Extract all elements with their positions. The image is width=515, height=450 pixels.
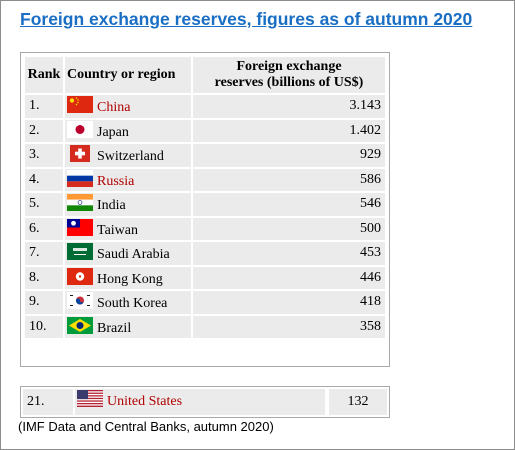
switzerland-flag-icon [67,145,93,163]
rank-cell: 5. [25,193,63,216]
table-body: 1. China 3.143 2. Japan 1.402 3. Switzerland 929… [25,95,385,338]
china-flag-icon [67,96,93,114]
reserves-cell: 418 [193,291,385,314]
country-name: Brazil [97,320,132,336]
header-reserves: Foreign exchange reserves (billions of U… [193,57,385,93]
reserves-cell: 446 [193,266,385,289]
country-cell: Hong Kong [65,266,191,289]
table-row: 8. Hong Kong 446 [25,266,385,289]
reserves-cell: 358 [193,315,385,338]
country-link[interactable]: China [97,100,131,116]
reserves-cell: 3.143 [193,95,385,118]
table-row: 6. Taiwan 500 [25,217,385,240]
country-name: Switzerland [97,149,164,165]
us-value: 132 [329,389,387,415]
reserves-cell: 586 [193,168,385,191]
us-rank: 21. [23,389,73,415]
japan-flag-icon [67,120,93,138]
country-name: Japan [97,124,129,140]
rank-cell: 4. [25,168,63,191]
table-row: 7. Saudi Arabia 453 [25,242,385,265]
reserves-cell: 453 [193,242,385,265]
rank-cell: 3. [25,144,63,167]
hong-kong-flag-icon [67,267,93,285]
header-rank: Rank [25,57,63,93]
country-name: Hong Kong [97,271,163,287]
reserves-table: Rank Country or region Foreign exchange … [20,52,390,367]
country-cell: Saudi Arabia [65,242,191,265]
country-name: Saudi Arabia [97,247,170,263]
saudi-arabia-flag-icon [67,243,93,261]
table-row: 10. Brazil 358 [25,315,385,338]
reserves-cell: 500 [193,217,385,240]
rank-cell: 1. [25,95,63,118]
country-link[interactable]: Russia [97,173,135,189]
header-country: Country or region [65,57,191,93]
country-name: South Korea [97,296,168,312]
us-country-link[interactable]: United States [107,394,183,409]
header-reserves-line2: reserves (billions of US$) [214,75,364,90]
reserves-cell: 546 [193,193,385,216]
header-reserves-line1: Foreign exchange [236,59,342,74]
table-row: 2. Japan 1.402 [25,119,385,142]
rank-cell: 9. [25,291,63,314]
country-cell: China [65,95,191,118]
header-row: Rank Country or region Foreign exchange … [25,57,385,93]
country-cell: Switzerland [65,144,191,167]
country-name: Taiwan [97,222,139,238]
country-cell: Russia [65,168,191,191]
reserves-cell: 1.402 [193,119,385,142]
us-country-cell: United States [75,389,325,415]
country-cell: Japan [65,119,191,142]
rank-cell: 10. [25,315,63,338]
brazil-flag-icon [67,316,93,334]
taiwan-flag-icon [67,218,93,236]
table-row: 9. South Korea 418 [25,291,385,314]
country-cell: Taiwan [65,217,191,240]
united-states-flag-icon [77,390,103,407]
table-row: 1. China 3.143 [25,95,385,118]
united-states-table: 21. United States 132 [20,386,390,418]
india-flag-icon [67,194,93,212]
rank-cell: 7. [25,242,63,265]
table-row: 3. Switzerland 929 [25,144,385,167]
country-name: India [97,198,126,214]
rank-cell: 6. [25,217,63,240]
russia-flag-icon [67,169,93,187]
rank-cell: 8. [25,266,63,289]
country-cell: South Korea [65,291,191,314]
table-row: 5. India 546 [25,193,385,216]
table-row: 4. Russia 586 [25,168,385,191]
source-note: (IMF Data and Central Banks, autumn 2020… [18,419,274,434]
country-cell: India [65,193,191,216]
rank-cell: 2. [25,119,63,142]
reserves-cell: 929 [193,144,385,167]
reserves-grid: Rank Country or region Foreign exchange … [23,55,387,340]
page-title[interactable]: Foreign exchange reserves, figures as of… [20,9,473,29]
south-korea-flag-icon [67,292,93,310]
country-cell: Brazil [65,315,191,338]
